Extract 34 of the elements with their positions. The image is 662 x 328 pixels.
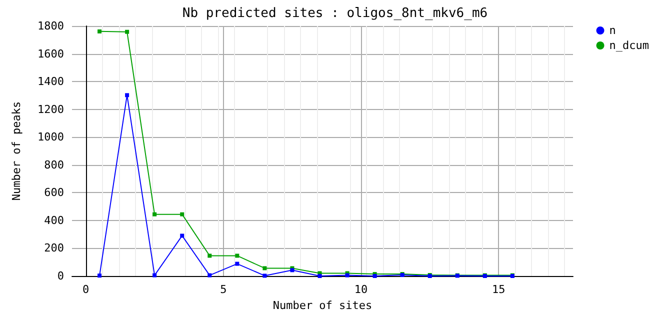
y-tick-label: 1400 — [38, 75, 64, 88]
x-tick-label: 10 — [354, 283, 368, 296]
point — [180, 234, 184, 238]
y-tick-label: 1000 — [38, 130, 64, 144]
point — [235, 262, 240, 266]
y-tick-label: 200 — [44, 242, 64, 255]
x-tick-label: 15 — [492, 283, 506, 296]
point — [180, 212, 184, 216]
y-tick-label: 1600 — [38, 47, 64, 60]
legend-label: n_dcum — [609, 39, 650, 52]
point — [262, 274, 267, 278]
chart-title: Nb predicted sites : oligos_8nt_mkv6_m6 — [182, 6, 488, 21]
point — [235, 254, 240, 258]
point — [152, 273, 157, 278]
y-tick-label: 1200 — [38, 102, 64, 116]
y-tick-label: 400 — [44, 214, 64, 227]
y-tick-label: 800 — [44, 158, 64, 172]
point — [98, 274, 102, 278]
point — [318, 274, 322, 278]
x-tick-label: 5 — [220, 283, 227, 296]
point — [125, 93, 130, 98]
point — [98, 29, 102, 34]
x-tick-label: 0 — [82, 283, 90, 296]
point — [208, 273, 212, 278]
y-tick-label: 600 — [44, 186, 64, 200]
point — [125, 30, 130, 34]
y-tick-label: 0 — [57, 270, 64, 282]
point — [262, 266, 267, 270]
y-axis-title: Number of peaks — [10, 101, 23, 201]
legend-label: n — [609, 24, 616, 37]
y-tick-label: 1800 — [38, 20, 64, 32]
point — [152, 212, 157, 216]
x-axis-title: Number of sites — [272, 299, 372, 312]
point — [208, 254, 212, 258]
